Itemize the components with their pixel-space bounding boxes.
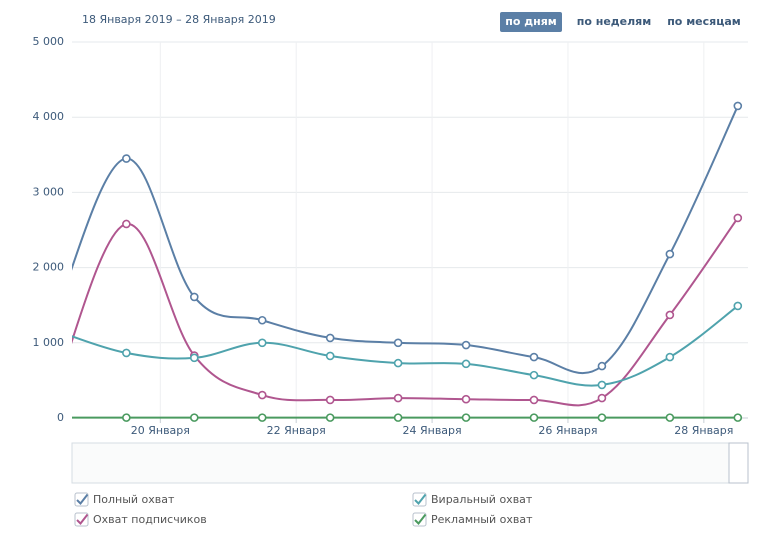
- point: [122, 219, 131, 229]
- y-tick-label: 3 000: [33, 185, 65, 198]
- point: [393, 338, 403, 348]
- date-range: 18 Января 2019 – 28 Января 2019: [82, 13, 276, 26]
- navigator[interactable]: [71, 442, 749, 484]
- legend-label[interactable]: Полный охват: [93, 493, 175, 506]
- point: [665, 352, 675, 362]
- y-tick-label: 4 000: [33, 110, 65, 123]
- point: [393, 358, 403, 368]
- legend-label[interactable]: Охват подписчиков: [93, 513, 207, 526]
- y-tick-label: 5 000: [33, 35, 65, 48]
- point: [122, 348, 131, 358]
- point: [325, 333, 335, 343]
- point: [665, 249, 675, 259]
- point: [325, 395, 335, 405]
- point: [461, 413, 471, 422]
- legend-checkbox[interactable]: [74, 492, 89, 507]
- legend-label[interactable]: Рекламный охват: [431, 513, 533, 526]
- y-tick-label: 2 000: [33, 261, 65, 274]
- point: [393, 393, 403, 403]
- point: [55, 377, 62, 384]
- legend-checkbox[interactable]: [412, 492, 427, 507]
- point: [597, 361, 607, 371]
- point: [393, 413, 403, 422]
- point: [733, 413, 743, 422]
- point: [325, 351, 335, 361]
- point: [257, 315, 267, 325]
- period-button[interactable]: по дням: [505, 15, 557, 28]
- point: [189, 353, 199, 363]
- point: [529, 370, 539, 380]
- point: [257, 413, 267, 422]
- point: [665, 310, 675, 320]
- point: [733, 101, 743, 111]
- legend-checkbox[interactable]: [412, 512, 427, 527]
- point: [529, 352, 539, 362]
- x-tick-label: 22 Января: [267, 424, 326, 437]
- point: [257, 390, 267, 400]
- legend-checkbox[interactable]: [74, 512, 89, 527]
- x-tick-label: 26 Января: [538, 424, 597, 437]
- legend-check[interactable]: [76, 513, 89, 526]
- point: [189, 292, 199, 302]
- period-button[interactable]: по неделям: [577, 15, 652, 28]
- point: [325, 413, 335, 422]
- x-tick-label: 28 Января: [674, 424, 733, 437]
- y-tick-label: 0: [57, 411, 64, 424]
- navigator-handle[interactable]: [728, 442, 749, 484]
- point: [122, 413, 131, 422]
- point: [597, 393, 607, 403]
- point: [55, 302, 62, 309]
- point: [597, 380, 607, 390]
- point: [529, 413, 539, 422]
- period-button-bg[interactable]: [500, 12, 562, 32]
- legend-label[interactable]: Виральный охват: [431, 493, 533, 506]
- point: [122, 154, 131, 163]
- plot-area: [55, 101, 743, 422]
- point: [597, 413, 607, 422]
- x-tick-label: 20 Января: [131, 424, 190, 437]
- point: [461, 340, 471, 350]
- legend-check[interactable]: [414, 493, 427, 506]
- y-tick-label: 1 000: [33, 336, 65, 349]
- point: [529, 395, 539, 405]
- legend-check[interactable]: [76, 493, 89, 506]
- point: [55, 328, 62, 335]
- point: [461, 394, 471, 404]
- point: [461, 359, 471, 369]
- legend-check[interactable]: [414, 513, 427, 526]
- point: [665, 413, 675, 422]
- period-button[interactable]: по месяцам: [667, 15, 741, 28]
- point: [733, 213, 743, 223]
- series-line: [72, 217, 739, 407]
- x-tick-label: 24 Января: [403, 424, 462, 437]
- point: [189, 413, 199, 422]
- point: [733, 301, 743, 311]
- point: [257, 338, 267, 348]
